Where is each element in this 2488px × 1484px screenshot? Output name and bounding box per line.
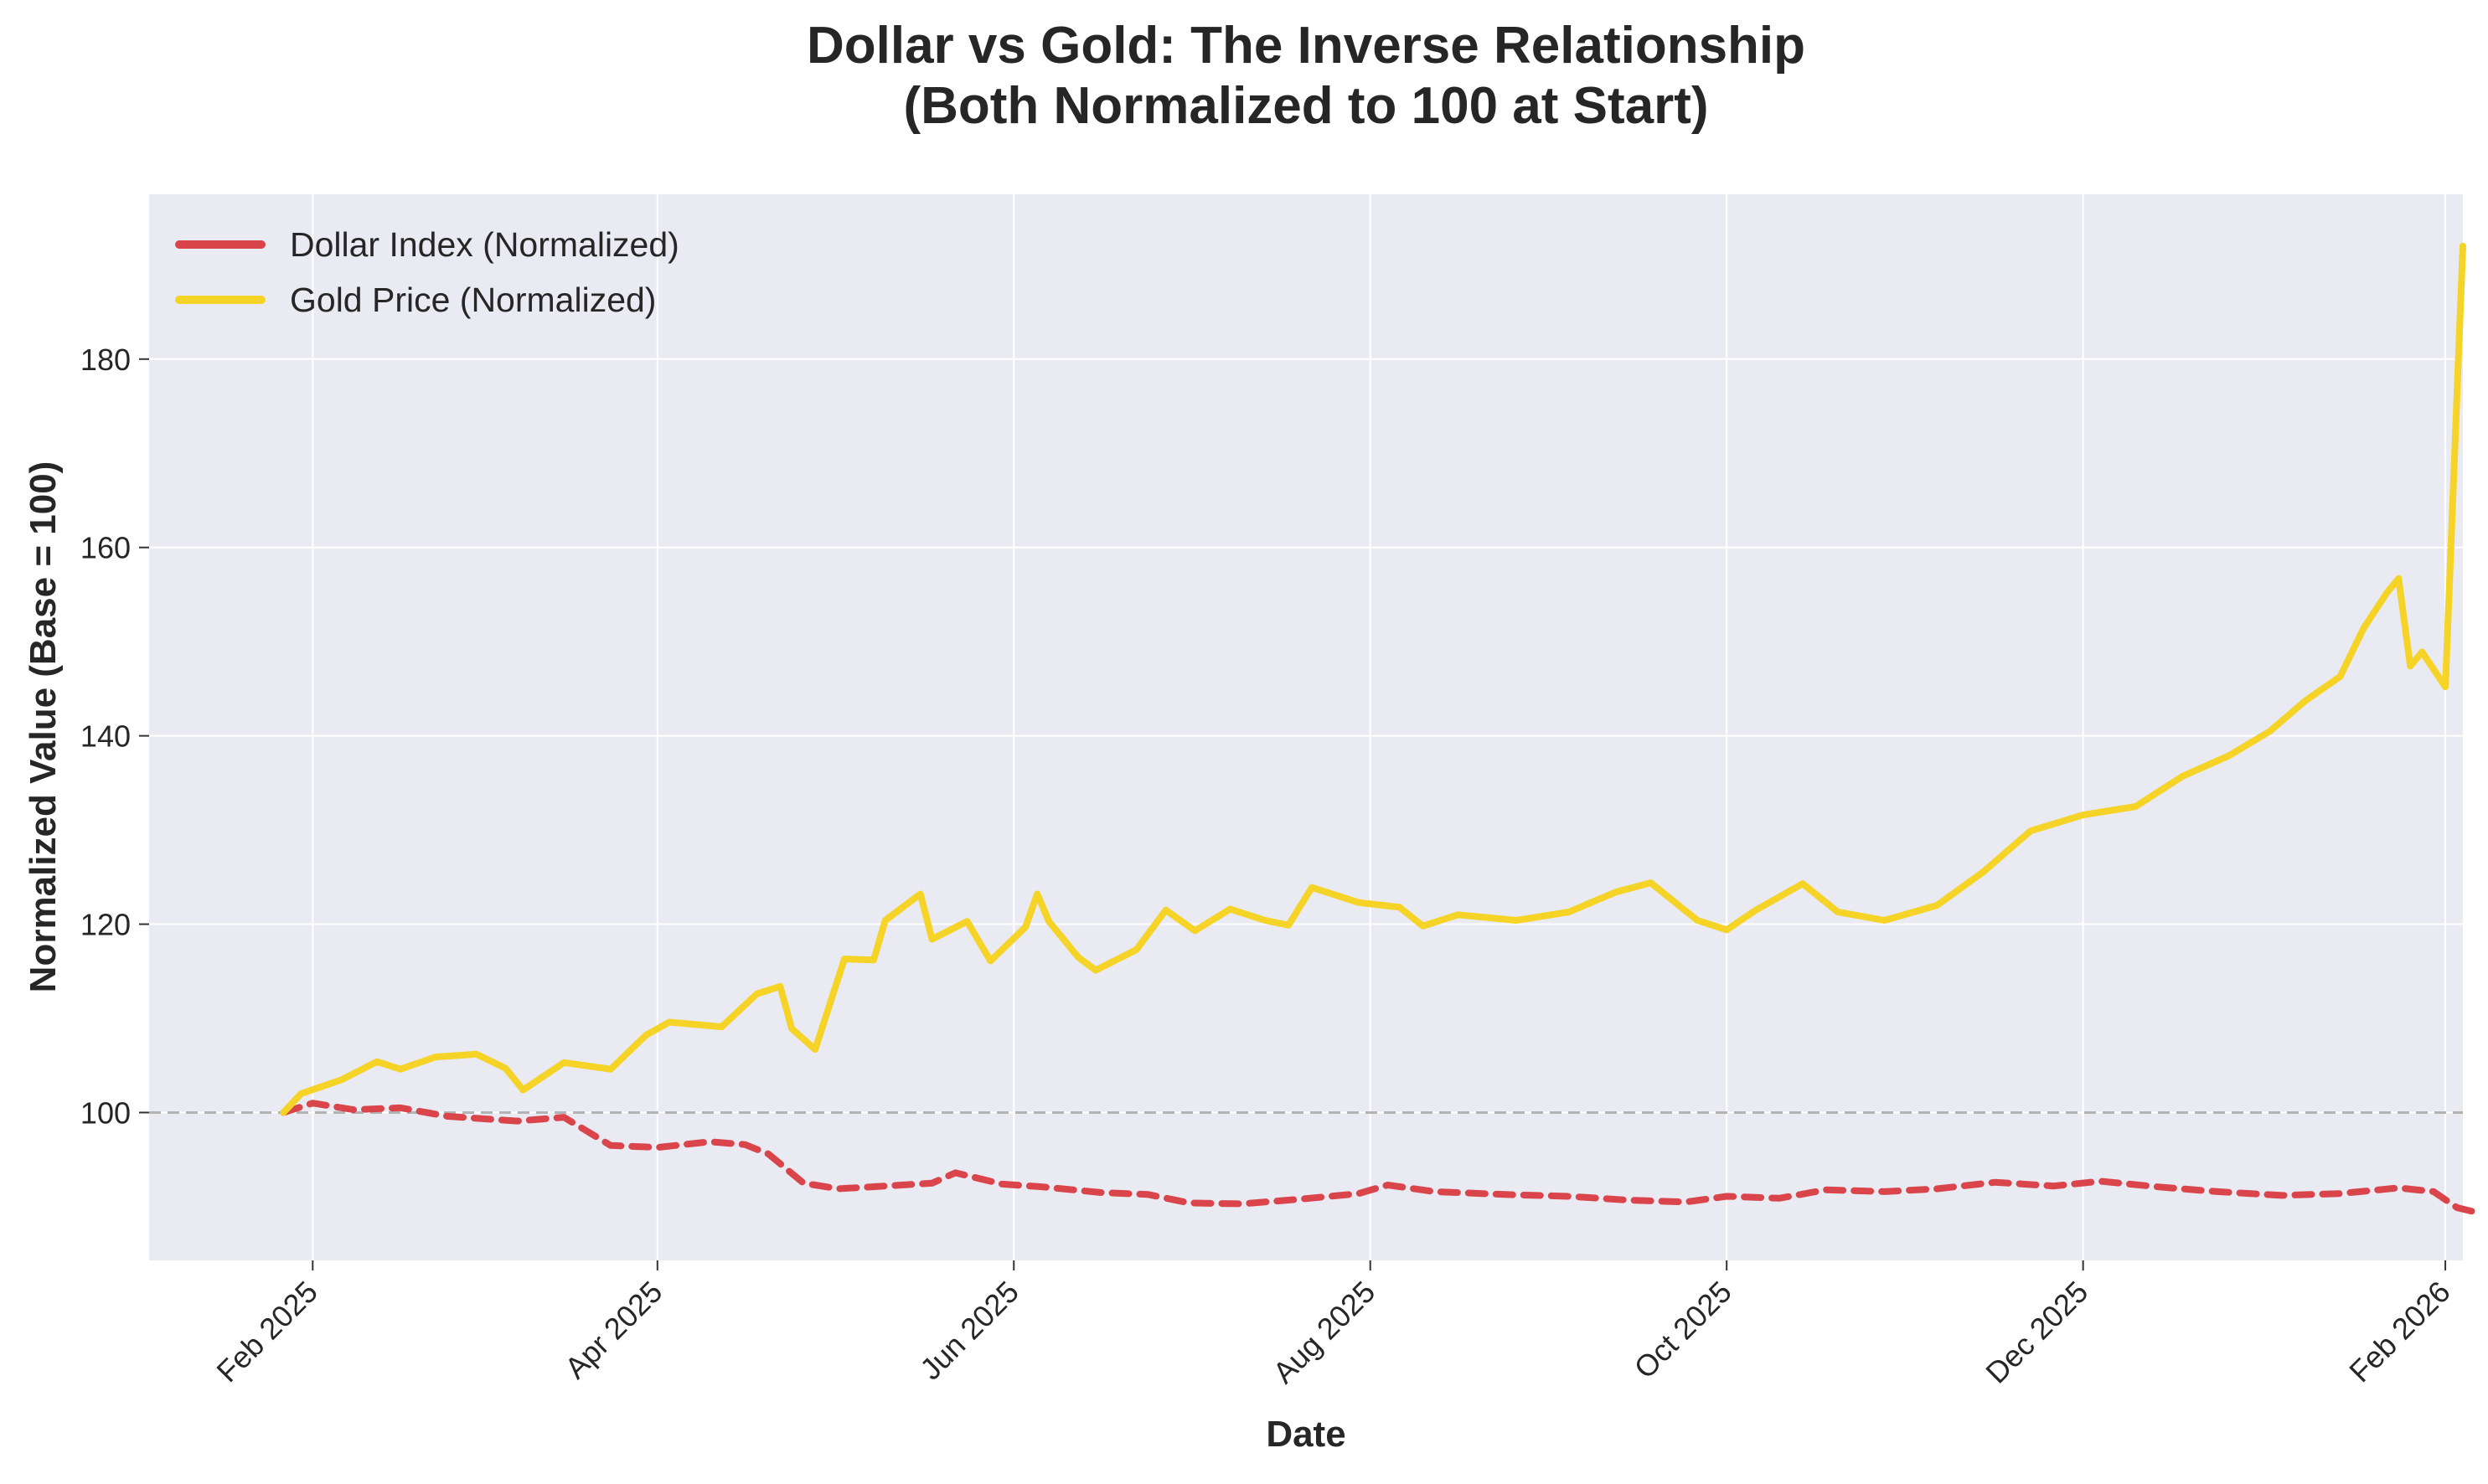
legend: Dollar Index (Normalized) Gold Price (No…	[175, 225, 679, 319]
legend-label-gold: Gold Price (Normalized)	[290, 281, 656, 319]
y-axis-ticks: 100 120 140 160 180	[80, 343, 149, 1130]
y-tick-label: 120	[80, 908, 131, 942]
chart-title-line-2: (Both Normalized to 100 at Start)	[903, 77, 1708, 135]
y-tick-label: 180	[80, 343, 131, 377]
grid-lines	[149, 194, 2463, 1260]
plot-area	[149, 194, 2463, 1260]
legend-label-dollar: Dollar Index (Normalized)	[290, 225, 679, 264]
y-tick-label: 160	[80, 531, 131, 565]
y-tick-label: 100	[80, 1095, 131, 1130]
chart-title-line-1: Dollar vs Gold: The Inverse Relationship	[807, 17, 1805, 75]
dollar-index-line	[280, 1100, 2484, 1217]
y-tick-label: 140	[80, 719, 131, 754]
gold-price-line	[280, 242, 2466, 1116]
series-layer	[280, 242, 2484, 1217]
x-axis-label: Date	[1266, 1414, 1345, 1455]
y-axis-label: Normalized Value (Base = 100)	[23, 461, 64, 993]
